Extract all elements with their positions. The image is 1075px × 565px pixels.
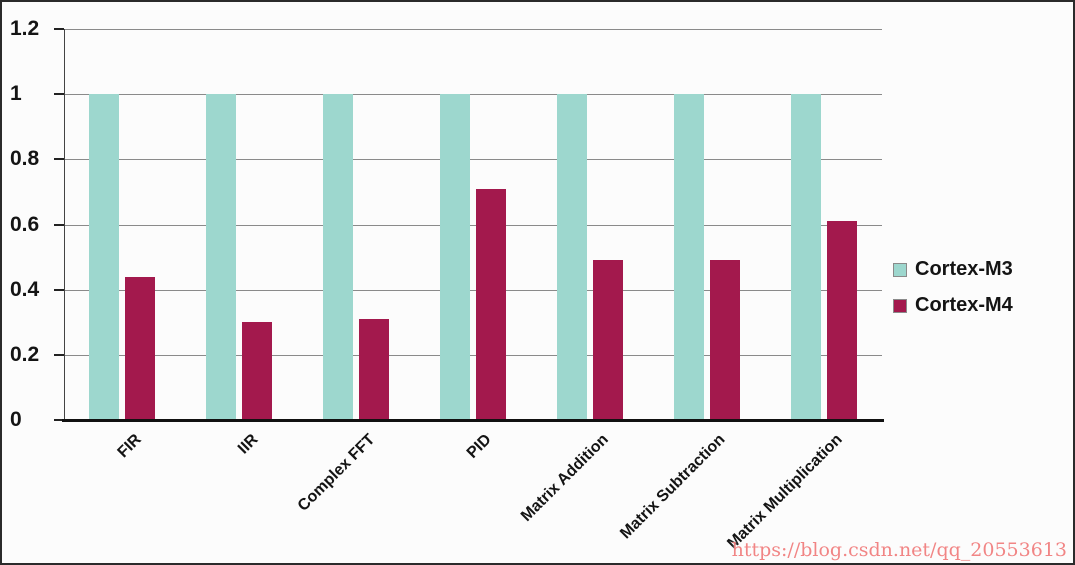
bar-cortex-m3-iir — [206, 94, 237, 420]
bar-cortex-m4-matrix-addition — [592, 260, 623, 420]
bar-cortex-m3-matrix-subtraction — [673, 94, 704, 420]
bar-cortex-m4-matrix-multiplication — [826, 221, 857, 420]
legend-label-cortex-m4: Cortex-M4 — [915, 294, 1013, 316]
bar-cortex-m4-complex-fft — [359, 318, 390, 420]
bar-cortex-m3-complex-fft — [323, 94, 354, 420]
gridline-0.4 — [64, 289, 882, 291]
y-tick-label-0.6: 0.6 — [10, 212, 40, 236]
y-tick-label-0: 0 — [10, 408, 22, 431]
gridline-0.2 — [64, 354, 882, 356]
legend-swatch-cortex-m4 — [893, 298, 907, 313]
y-tick-mark — [54, 288, 64, 291]
y-tick-label-1: 1 — [10, 82, 22, 106]
y-tick-label-0.2: 0.2 — [10, 342, 40, 366]
x-tick-label-iir: IIR — [234, 431, 262, 458]
y-tick-label-1.2: 1.2 — [10, 17, 40, 40]
y-tick-label-0.8: 0.8 — [10, 147, 40, 171]
legend-item-cortex-m4: Cortex-M4 — [893, 294, 1013, 317]
x-axis-line — [62, 419, 884, 422]
legend: Cortex-M3 Cortex-M4 — [893, 258, 1013, 317]
y-tick-mark — [54, 93, 64, 96]
y-tick-mark — [54, 28, 64, 30]
bar-cortex-m4-pid — [476, 188, 506, 420]
x-tick-label-fir: FIR — [114, 431, 145, 462]
x-tick-label-matrix-multiplication: Matrix Multiplication — [724, 431, 846, 553]
legend-label-cortex-m3: Cortex-M3 — [915, 258, 1013, 280]
bar-cortex-m3-fir — [89, 94, 120, 420]
gridline-0.8 — [64, 159, 882, 161]
gridline-1 — [64, 94, 882, 96]
y-tick-mark — [54, 353, 64, 356]
y-tick-mark — [54, 223, 64, 226]
x-tick-label-complex-fft: Complex FFT — [294, 431, 379, 515]
y-tick-mark — [54, 158, 64, 161]
bar-cortex-m3-pid — [440, 94, 470, 420]
x-tick-label-matrix-subtraction: Matrix Subtraction — [617, 431, 729, 543]
bar-cortex-m3-matrix-multiplication — [790, 94, 821, 420]
bar-cortex-m4-fir — [125, 276, 156, 420]
legend-item-cortex-m3: Cortex-M3 — [893, 258, 1013, 281]
x-tick-label-pid: PID — [464, 431, 496, 462]
watermark-text: https://blog.csdn.net/qq_20553613 — [731, 539, 1067, 561]
y-tick-mark — [54, 419, 64, 421]
gridline-0.6 — [64, 224, 882, 226]
legend-swatch-cortex-m3 — [893, 262, 907, 277]
x-tick-label-matrix-addition: Matrix Addition — [517, 431, 612, 525]
y-axis-line — [64, 29, 65, 420]
bar-cortex-m4-matrix-subtraction — [709, 260, 740, 420]
gridline-1.2 — [64, 29, 882, 30]
bar-cortex-m4-iir — [242, 322, 273, 420]
bar-cortex-m3-matrix-addition — [556, 94, 587, 420]
y-tick-label-0.4: 0.4 — [10, 277, 40, 301]
